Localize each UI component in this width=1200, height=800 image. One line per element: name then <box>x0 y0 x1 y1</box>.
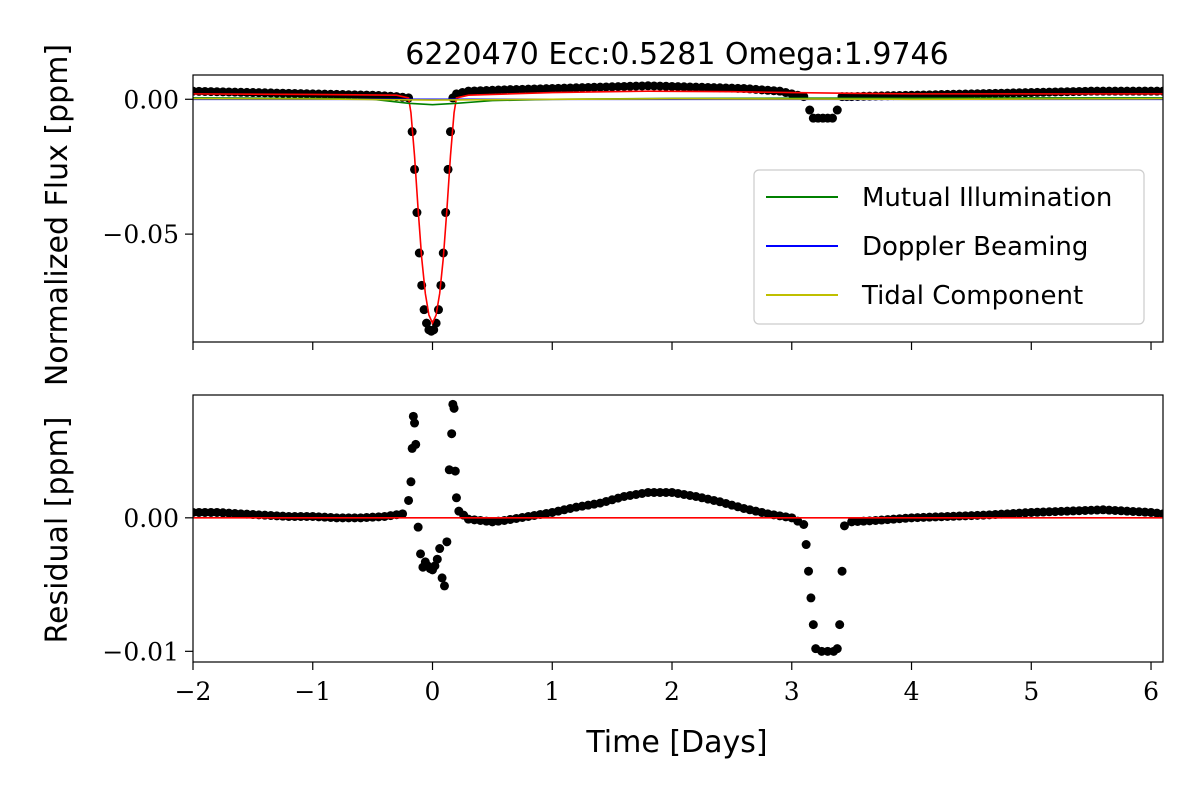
y-tick-label: −0.05 <box>102 220 179 249</box>
data-point <box>443 164 453 174</box>
data-point <box>1158 509 1163 519</box>
data-point <box>835 620 845 630</box>
data-point <box>839 521 849 531</box>
x-tick-label: 6 <box>1143 677 1159 706</box>
data-point <box>449 403 459 413</box>
data-point <box>837 566 847 576</box>
data-point <box>832 644 842 654</box>
chart-title: 6220470 Ecc:0.5281 Omega:1.9746 <box>405 37 949 72</box>
x-tick-label: 4 <box>904 677 920 706</box>
data-point <box>419 305 429 315</box>
series-line-tidal-component <box>193 97 1163 101</box>
data-point <box>398 509 408 519</box>
data-point <box>442 537 452 547</box>
data-point <box>451 493 461 503</box>
top-plot-frame <box>192 74 1164 343</box>
legend-box <box>753 169 1145 325</box>
data-point <box>832 105 842 115</box>
data-point <box>413 522 423 532</box>
bottom-y-axis-label: Residual [ppm] <box>40 417 75 644</box>
top-y-axis-label: Normalized Flux [ppm] <box>40 44 75 386</box>
data-point <box>411 439 421 449</box>
data-point <box>806 593 816 603</box>
x-tick-label: 5 <box>1023 677 1039 706</box>
legend-label: Doppler Beaming <box>862 232 1088 262</box>
bottom-panel-data <box>193 399 1163 656</box>
top-panel-data <box>193 81 1163 336</box>
y-tick-label: 0.00 <box>123 85 179 114</box>
scatter-series-1-0 <box>193 399 1163 656</box>
data-point <box>404 495 414 505</box>
data-point <box>447 429 457 439</box>
data-point <box>808 620 818 630</box>
y-tick-label: 0.00 <box>123 504 179 533</box>
data-point <box>435 544 445 554</box>
bottom-axis-ticks: −2 −1 0 1 2 3 4 5 6 0.00 −0.01 <box>102 504 1159 706</box>
data-point <box>805 105 815 115</box>
legend-label: Mutual Illumination <box>862 183 1112 213</box>
data-point <box>412 208 422 218</box>
data-point <box>804 566 814 576</box>
top-axis-ticks: 0.00 −0.05 <box>102 85 1152 350</box>
data-point <box>414 248 424 258</box>
data-point <box>408 411 418 421</box>
x-tick-label: 1 <box>544 677 560 706</box>
y-tick-label: −0.01 <box>102 637 179 666</box>
data-point <box>445 127 455 137</box>
x-tick-label: −1 <box>294 677 331 706</box>
data-point <box>450 466 460 476</box>
data-point <box>433 305 443 315</box>
data-point <box>410 164 420 174</box>
data-point <box>439 581 449 591</box>
data-point <box>827 113 837 123</box>
data-point <box>799 520 809 529</box>
data-point <box>801 540 811 550</box>
legend-label: Tidal Component <box>861 281 1083 311</box>
x-tick-label: 3 <box>784 677 800 706</box>
fit-line-0-0 <box>193 90 1163 326</box>
data-point <box>410 418 420 428</box>
data-point <box>416 549 426 559</box>
bottom-plot-frame <box>192 394 1164 663</box>
legend: Mutual Illumination Doppler Beaming Tidal … <box>753 169 1145 325</box>
data-point <box>406 477 416 487</box>
x-tick-label: −2 <box>175 677 212 706</box>
x-tick-label: 2 <box>664 677 680 706</box>
data-point <box>441 208 451 218</box>
x-axis-label: Time [Days] <box>585 725 767 760</box>
data-point <box>432 554 442 564</box>
x-tick-label: 0 <box>425 677 441 706</box>
data-point <box>437 573 447 583</box>
